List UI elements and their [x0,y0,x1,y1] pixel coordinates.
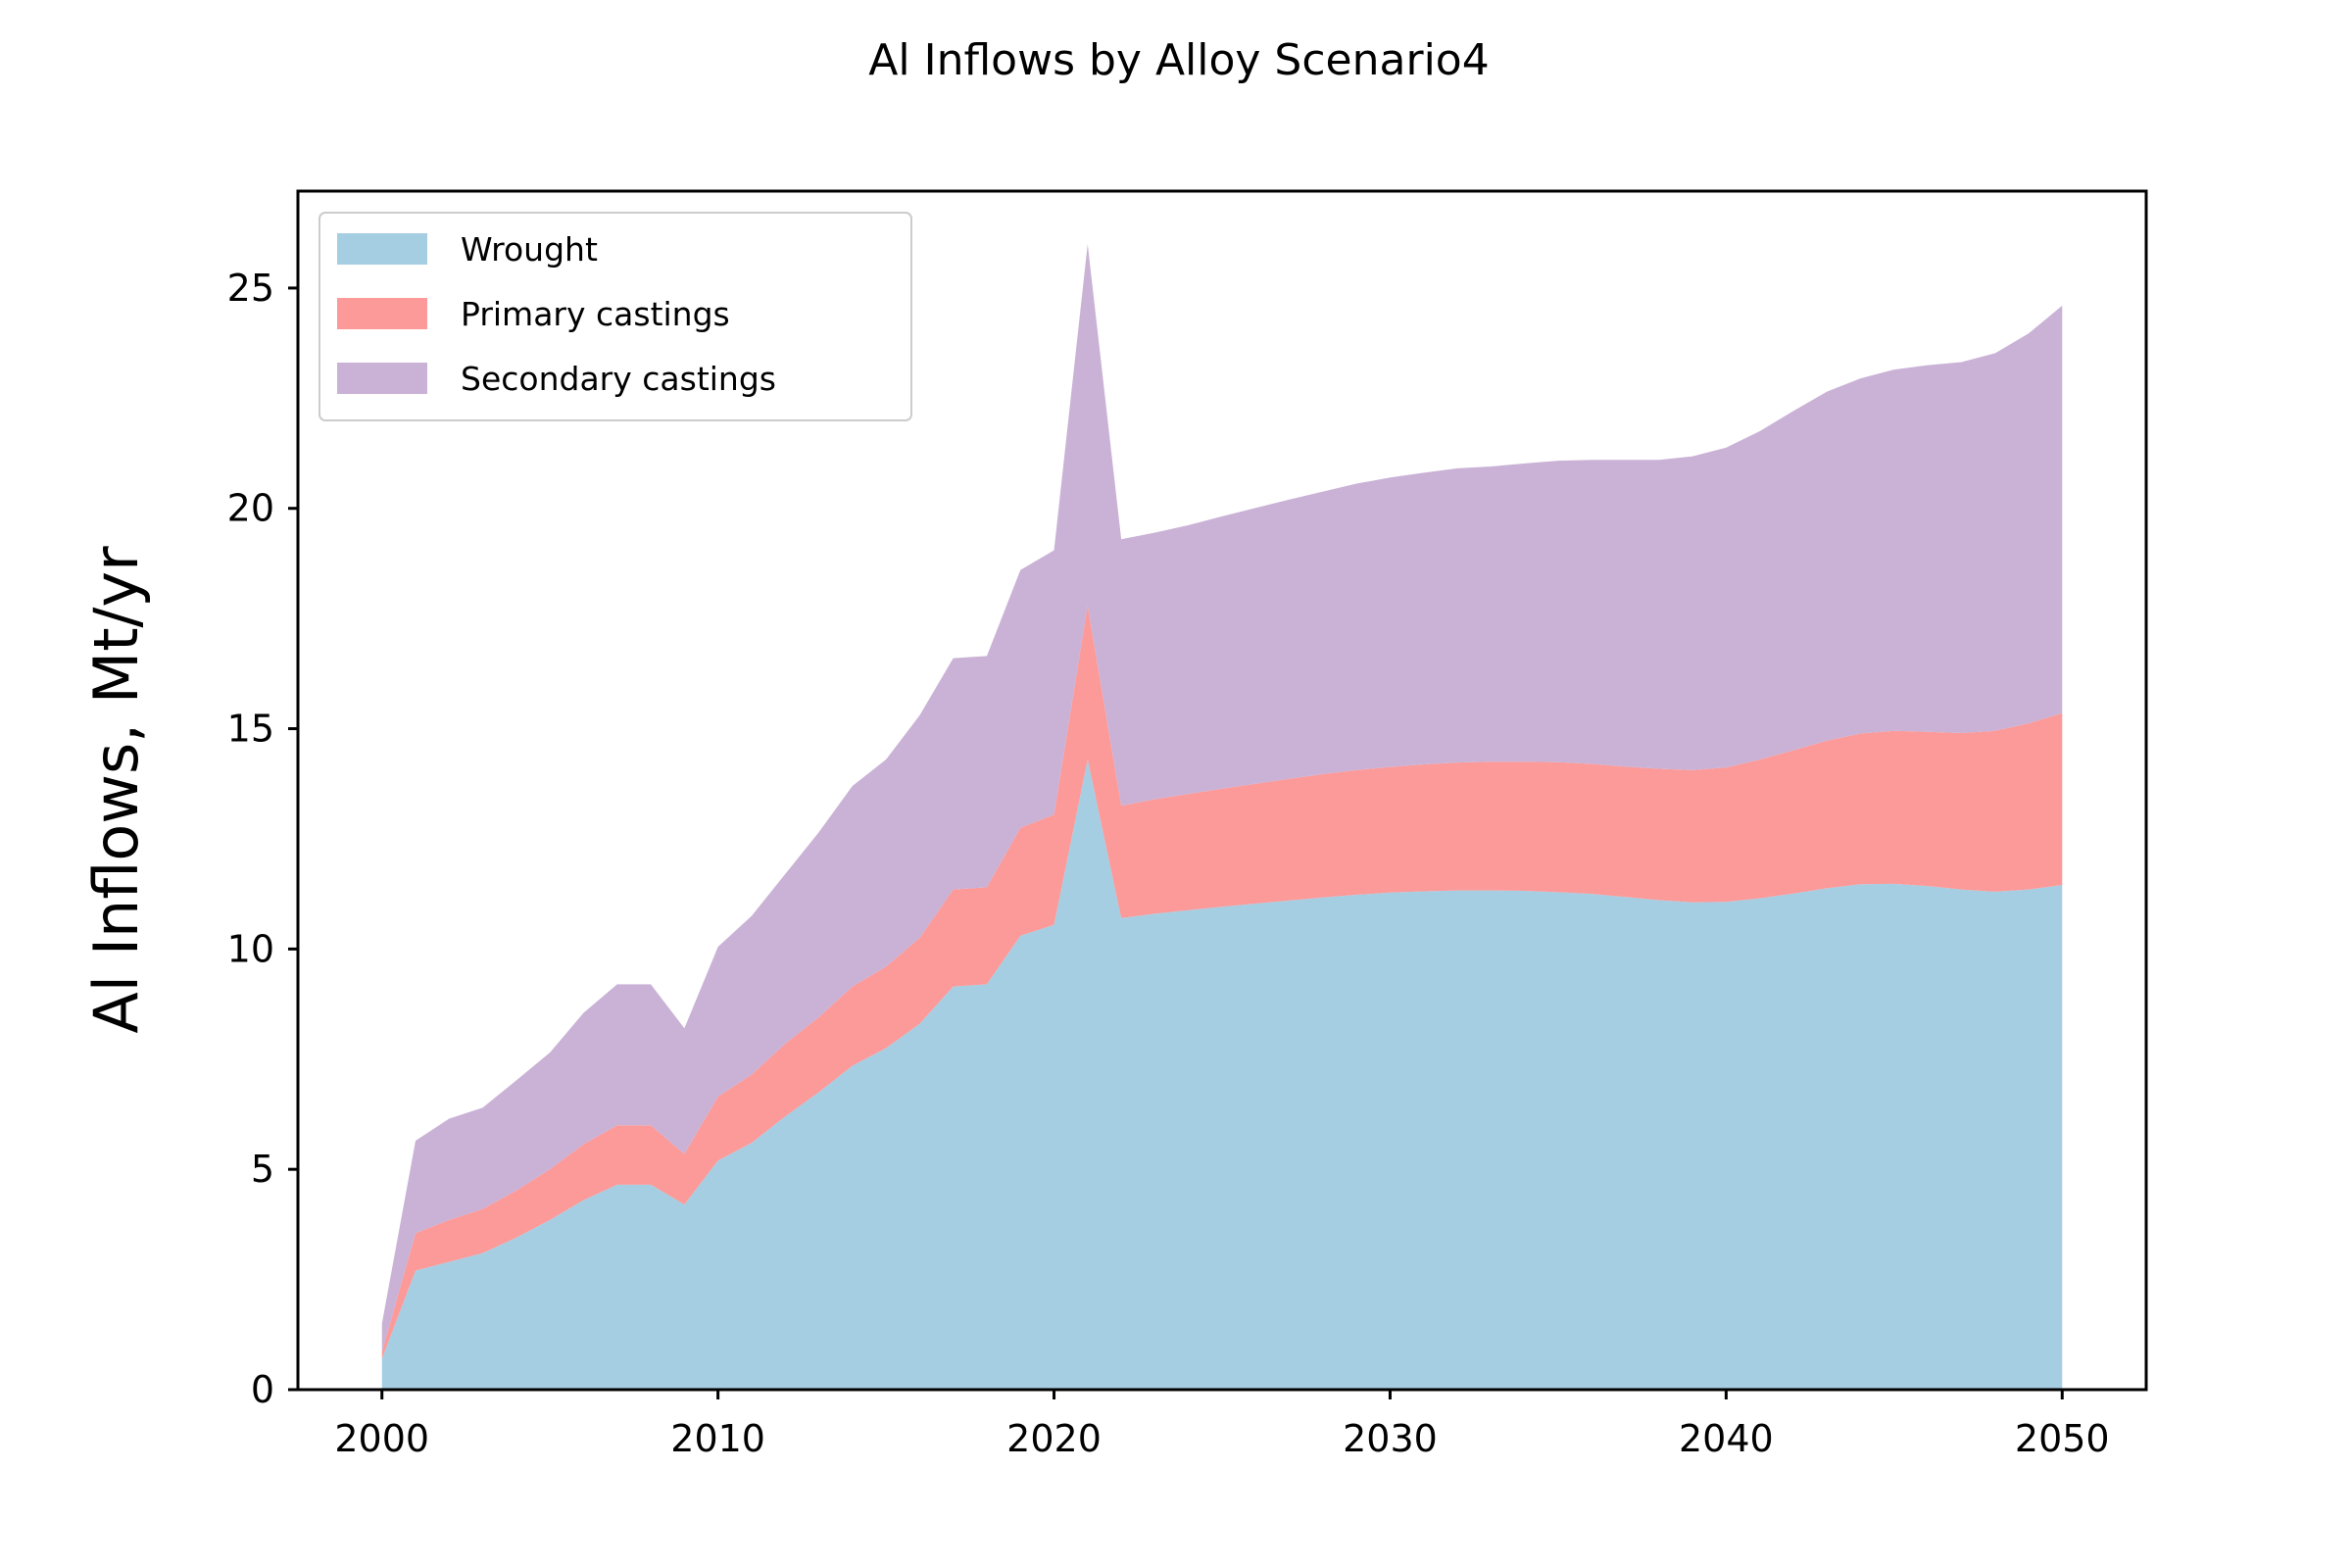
plot-areas [381,243,2063,1390]
y-axis-label: Al Inflows, Mt/yr [80,546,152,1034]
area-primary-castings [381,605,2063,1359]
y-tick-label: 20 [227,487,274,530]
legend-swatch-secondary-castings [337,363,427,394]
legend-label-wrought: Wrought [461,230,598,269]
area-wrought [381,760,2063,1390]
legend-swatch-primary-castings [337,298,427,329]
x-tick-label: 2000 [334,1417,429,1460]
area-secondary-castings [381,243,2063,1352]
x-tick-label: 2020 [1006,1417,1102,1460]
y-tick-label: 25 [227,267,274,310]
legend: Wrought Primary castings Secondary casti… [318,212,912,421]
legend-swatch-wrought [337,233,427,265]
legend-label-primary-castings: Primary castings [461,295,730,333]
x-tick-label: 2010 [670,1417,765,1460]
y-tick-label: 15 [227,708,274,751]
x-tick-label: 2040 [1679,1417,1774,1460]
x-tick-label: 2030 [1343,1417,1438,1460]
y-axis: 0 5 10 15 20 25 [227,267,298,1411]
x-tick-label: 2050 [2015,1417,2110,1460]
legend-frame [318,212,912,421]
plot-frame [296,189,2148,1392]
chart-title: Al Inflows by Alloy Scenario4 [868,35,1489,85]
y-tick-label: 5 [251,1148,274,1191]
x-axis: 2000 2010 2020 2030 2040 2050 [334,1390,2110,1460]
y-tick-label: 10 [227,927,274,970]
y-tick-label: 0 [251,1368,274,1411]
legend-label-secondary-castings: Secondary castings [461,360,776,398]
